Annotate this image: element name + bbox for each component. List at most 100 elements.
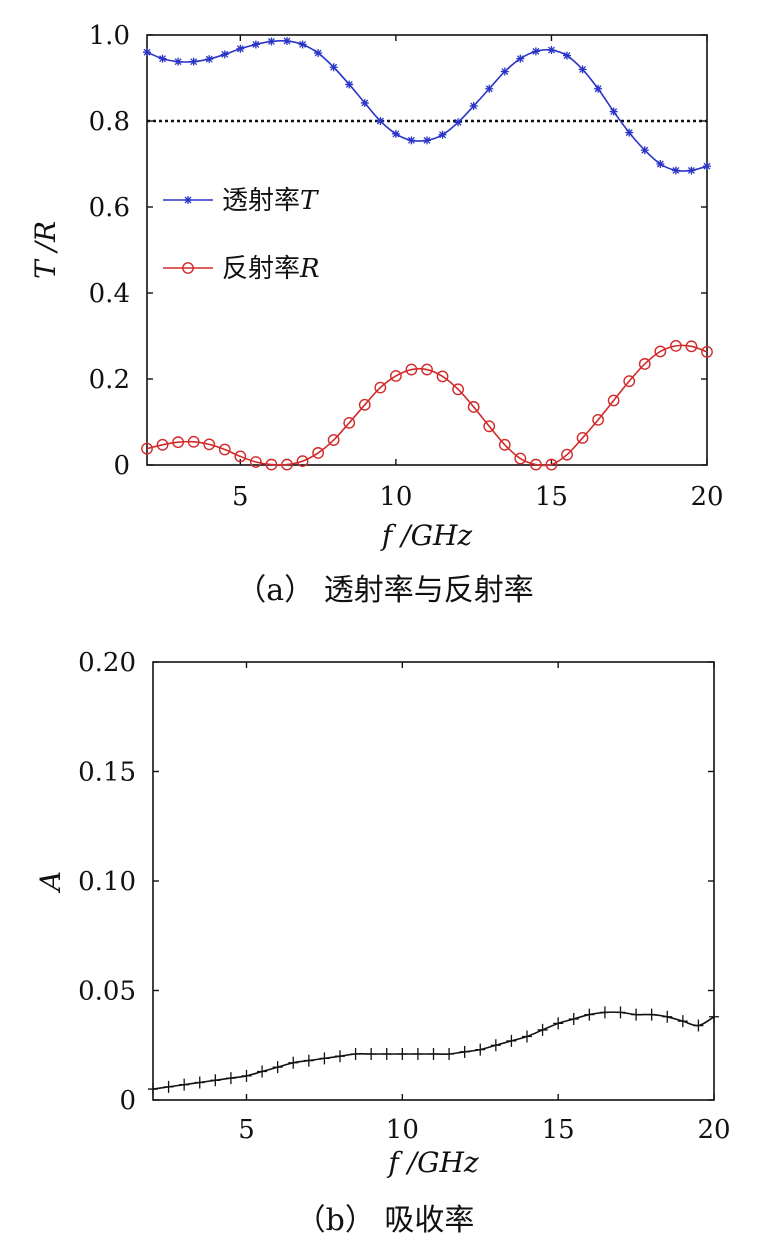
series-absorptance-point (553, 1017, 564, 1030)
series-absorptance-point (194, 1076, 205, 1089)
series-absorptance-point (475, 1043, 486, 1056)
series-transmittance-point (329, 63, 338, 72)
y-tick-label: 0.10 (78, 867, 136, 897)
series-transmittance-point (220, 50, 229, 59)
y-tick-label: 0.20 (78, 648, 136, 678)
x-tick-label: 5 (238, 1115, 255, 1145)
series-reflectance-point (701, 346, 713, 358)
x-tick-label: 20 (697, 1115, 730, 1145)
legend-marker (182, 262, 194, 274)
series-reflectance-point (529, 458, 542, 471)
series-reflectance-point (405, 363, 418, 376)
series-transmittance-point (345, 80, 354, 89)
series-absorptance-point (459, 1045, 470, 1058)
series-reflectance-point (576, 432, 589, 444)
legend-label-symbol: R (299, 254, 320, 284)
series-transmittance-point (687, 166, 696, 175)
series-transmittance-point (360, 98, 369, 107)
series-reflectance-point (218, 443, 231, 456)
x-tick-label: 15 (542, 1115, 575, 1145)
series-reflectance-point (234, 450, 247, 463)
y-tick-label: 0.4 (89, 279, 130, 309)
series-transmittance-point (500, 67, 509, 76)
series-reflectance-point (436, 370, 449, 383)
panel-caption: （b） 吸收率 (296, 1203, 475, 1238)
series-transmittance-point (438, 130, 447, 139)
series-transmittance-point (531, 47, 540, 56)
y-tick-label: 0.2 (89, 365, 130, 395)
series-reflectance-point (389, 370, 402, 382)
x-axis-label: f /GHz (386, 1146, 478, 1179)
series-absorptance-point (615, 1006, 626, 1019)
series-reflectance-point (327, 434, 340, 446)
series-transmittance-point (594, 84, 603, 93)
series-reflectance-point (281, 458, 293, 471)
series-transmittance-point (656, 160, 665, 168)
legend-label: 反射率R (222, 254, 320, 284)
series-reflectance-point (203, 438, 216, 451)
series-transmittance-point (703, 162, 711, 171)
y-tick-label: 0.6 (89, 193, 130, 223)
series-transmittance-point (671, 166, 680, 175)
series-transmittance-point (640, 146, 649, 155)
series-absorptance-point (381, 1048, 392, 1061)
series-reflectance-point (296, 455, 309, 468)
series-reflectance-point (669, 339, 682, 352)
x-axis-label: f /GHz (380, 519, 472, 552)
series-absorptance-point (210, 1074, 221, 1087)
series-absorptance-point (303, 1054, 314, 1067)
series-transmittance-point (469, 101, 478, 110)
series-absorptance-point (646, 1008, 657, 1021)
x-tick-label: 20 (690, 482, 723, 512)
y-tick-label: 0 (119, 1086, 136, 1116)
series-transmittance-point (236, 44, 245, 53)
legend: 透射率T 反射率R (163, 186, 320, 284)
series-reflectance-point (172, 436, 185, 449)
series-transmittance-point (298, 40, 307, 49)
panel-b-chart: 5 10 15 20 0 0.05 0.10 0.15 0.20 f /GHz A （b） 吸收率 (34, 648, 731, 1238)
series-transmittance-point (563, 51, 571, 60)
series-transmittance-point (609, 107, 618, 116)
panel-caption: （a） 透射率与反射率 (236, 573, 533, 608)
series-reflectance-point (358, 398, 371, 411)
series-transmittance-point (143, 48, 151, 57)
series-reflectance-point (374, 381, 387, 394)
series-reflectance-point (514, 452, 527, 465)
series-transmittance-point (407, 136, 416, 145)
series-transmittance-point (578, 65, 587, 74)
series-absorptance-point (522, 1030, 532, 1043)
y-tick-label: 0.15 (78, 758, 136, 788)
series-absorptance-point (272, 1061, 283, 1074)
series-reflectance-point (467, 401, 480, 413)
series-absorptance-point (537, 1023, 548, 1036)
series-transmittance-point (454, 118, 463, 127)
series-absorptance-point (693, 1019, 704, 1032)
plot-frame (146, 34, 708, 466)
legend-label-text: 透射率 (222, 186, 300, 216)
series-absorptance-point (350, 1048, 361, 1061)
series-reflectance-point (187, 435, 200, 448)
series-reflectance-point (452, 383, 465, 396)
series-reflectance-point (265, 458, 278, 471)
series-reflectance-point (545, 458, 558, 471)
series-transmittance-point (485, 84, 494, 93)
series-absorptance-point (397, 1048, 408, 1061)
y-tick-label: 1.0 (89, 21, 130, 51)
y-tick-label: 0.05 (78, 977, 136, 1007)
series-absorptance-point (241, 1069, 252, 1082)
series-transmittance-point (391, 129, 400, 138)
series-absorptance-point (148, 1083, 158, 1096)
series-transmittance-point (314, 49, 323, 58)
y-tick-label: 0 (113, 451, 130, 481)
series-absorptance-point (335, 1050, 345, 1063)
series-transmittance-point (267, 37, 276, 46)
series-transmittance-point (625, 128, 634, 137)
series-absorptance-point (490, 1039, 501, 1052)
series-transmittance-point (174, 57, 183, 66)
series-absorptance-point (506, 1034, 517, 1047)
series-transmittance-point (283, 37, 291, 46)
series-transmittance-point (547, 46, 556, 55)
series-absorptance-point (584, 1008, 595, 1021)
series-absorptance-point (179, 1078, 190, 1091)
